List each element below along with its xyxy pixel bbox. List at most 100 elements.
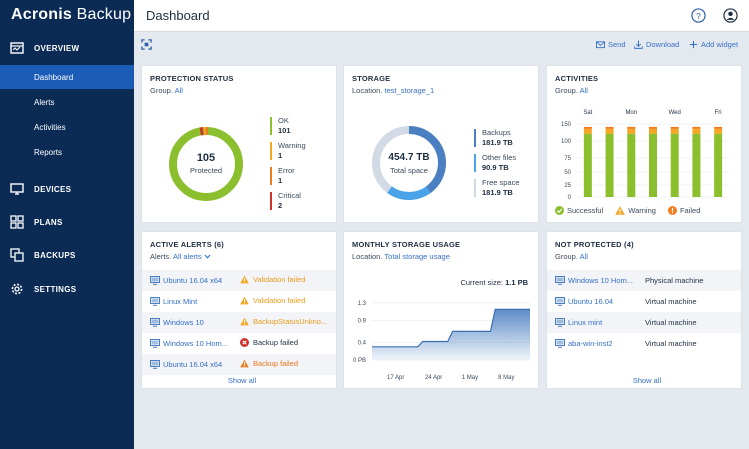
device-name-link[interactable]: Ubuntu 16.04 (568, 297, 614, 306)
alert-device-link[interactable]: Windows 10 (163, 318, 204, 327)
alert-device-link[interactable]: Windows 10 Hom... (163, 339, 229, 348)
group-filter-link[interactable]: All (579, 252, 588, 261)
show-all-alerts-link[interactable]: Show all (227, 376, 257, 385)
collapse-icon[interactable] (141, 39, 152, 50)
bar-warning[interactable] (692, 128, 701, 134)
storage-line (372, 308, 530, 348)
computer-icon (555, 276, 565, 285)
warning-icon (240, 296, 249, 305)
alert-status: Backup failed (240, 338, 336, 347)
bar-failed[interactable] (670, 126, 679, 129)
legend-critical[interactable]: Critical 2 (270, 191, 306, 213)
bar-successful[interactable] (670, 133, 679, 197)
account-icon[interactable] (723, 8, 738, 23)
donut-ok-segment (169, 127, 243, 201)
alert-row[interactable]: Windows 10 BackupStatusUnkno... (142, 312, 336, 333)
legend-backups[interactable]: Backups 181.9 TB (474, 128, 520, 150)
bar-failed[interactable] (605, 126, 614, 129)
activities-widget: ACTIVITIES Group. All 150 100 75 50 25 0 Sat Mo… (546, 65, 742, 223)
alert-status: Validation failed (240, 296, 336, 305)
monthly-storage-widget: MONTHLY STORAGE USAGE Location. Total st… (343, 231, 539, 389)
legend-ok[interactable]: OK 101 (270, 116, 306, 138)
nav-section-plans[interactable]: PLANS (0, 208, 134, 236)
alert-device-link[interactable]: Linux Mint (163, 297, 198, 306)
sidebar-item-dashboard[interactable]: Dashboard (0, 65, 134, 89)
location-filter-link[interactable]: Total storage usage (384, 252, 450, 261)
x-tick-label: Sat (583, 110, 592, 116)
bar-warning[interactable] (670, 128, 679, 134)
show-all-not-protected-link[interactable]: Show all (632, 376, 662, 385)
legend-other-files[interactable]: Other files 90.9 TB (474, 153, 520, 175)
alert-row[interactable]: Ubuntu 16.04 x64 Backup failed (142, 354, 336, 375)
group-filter-link[interactable]: All (579, 86, 588, 95)
warning-icon (240, 359, 249, 368)
bar-successful[interactable] (649, 133, 657, 197)
bar-warning[interactable] (605, 128, 614, 134)
device-type: Virtual machine (645, 297, 697, 306)
donut-warning-segment (169, 127, 243, 201)
monitor-icon (10, 183, 24, 195)
bar-warning[interactable] (649, 128, 657, 134)
group-filter-link[interactable]: All (174, 86, 183, 95)
bar-successful[interactable] (714, 133, 723, 197)
legend-swatch (270, 192, 272, 210)
location-filter-link[interactable]: test_storage_1 (384, 86, 435, 95)
alerts-filter-dropdown[interactable]: All alerts (172, 252, 202, 261)
y-tick-label: 0.9 (358, 318, 367, 324)
total-space-label: Total space (390, 166, 428, 175)
device-name-link[interactable]: aba-win-inst2 (568, 339, 613, 348)
alert-row[interactable]: Linux Mint Validation failed (142, 291, 336, 312)
sidebar-item-alerts[interactable]: Alerts (34, 97, 55, 107)
y-tick-label: 75 (564, 156, 571, 162)
help-icon[interactable]: ? (691, 8, 706, 23)
bar-warning[interactable] (714, 128, 723, 134)
alert-status-text: BackupStatusUnkno... (253, 317, 328, 326)
error-icon (240, 338, 249, 347)
alert-row[interactable]: Windows 10 Hom... Backup failed (142, 333, 336, 354)
bar-warning[interactable] (583, 128, 592, 134)
bar-failed[interactable] (583, 126, 592, 129)
legend-warning[interactable]: Warning 1 (270, 141, 306, 163)
bar-successful[interactable] (692, 133, 701, 197)
bar-failed[interactable] (649, 126, 657, 129)
legend-failed: Failed (679, 206, 701, 215)
device-row[interactable]: Ubuntu 16.04 Virtual machine (547, 291, 741, 312)
bar-successful[interactable] (605, 133, 614, 197)
legend-warning: Warning (628, 206, 656, 215)
device-row[interactable]: aba-win-inst2 Virtual machine (547, 333, 741, 354)
device-name-link[interactable]: Linux mint (568, 318, 603, 327)
download-button[interactable]: Download (634, 40, 679, 49)
bar-warning[interactable] (627, 128, 636, 134)
legend-swatch (270, 142, 272, 160)
send-button[interactable]: Send (596, 40, 626, 49)
alert-device-link[interactable]: Ubuntu 16.04 x64 (163, 360, 223, 369)
chevron-down-icon[interactable] (204, 254, 211, 259)
nav-section-settings[interactable]: SETTINGS (0, 275, 134, 303)
sidebar-item-reports[interactable]: Reports (34, 147, 63, 157)
alert-row[interactable]: Ubuntu 16.04 x64 Validation failed (142, 270, 336, 291)
bar-failed[interactable] (692, 126, 701, 129)
alert-device-link[interactable]: Ubuntu 16.04 x64 (163, 276, 223, 285)
device-row[interactable]: Linux mint Virtual machine (547, 312, 741, 333)
sidebar-item-activities[interactable]: Activities (34, 122, 66, 132)
nav-section-devices[interactable]: DEVICES (0, 175, 134, 203)
warning-icon (615, 206, 626, 215)
x-tick-label: Wed (669, 110, 681, 116)
nav-section-backups[interactable]: BACKUPS (0, 241, 134, 269)
widget-title: ACTIVE ALERTS (6) (150, 240, 224, 249)
nav-section-overview[interactable]: OVERVIEW (0, 34, 134, 62)
device-name-link[interactable]: Windows 10 Hom... (568, 276, 634, 285)
bar-failed[interactable] (627, 126, 636, 129)
device-type: Virtual machine (645, 339, 697, 348)
legend-error[interactable]: Error 1 (270, 166, 306, 188)
bar-failed[interactable] (714, 126, 723, 129)
legend-free-space[interactable]: Free space 181.9 TB (474, 178, 520, 200)
gear-icon (11, 283, 23, 295)
bar-successful[interactable] (627, 133, 636, 197)
bar-successful[interactable] (583, 133, 592, 197)
protection-status-widget: PROTECTION STATUS Group. All 105 Protect… (141, 65, 337, 223)
device-row[interactable]: Windows 10 Hom... Physical machine (547, 270, 741, 291)
donut-other-segment (372, 126, 446, 200)
add-widget-button[interactable]: Add widget (689, 40, 738, 49)
legend-swatch (474, 129, 476, 147)
